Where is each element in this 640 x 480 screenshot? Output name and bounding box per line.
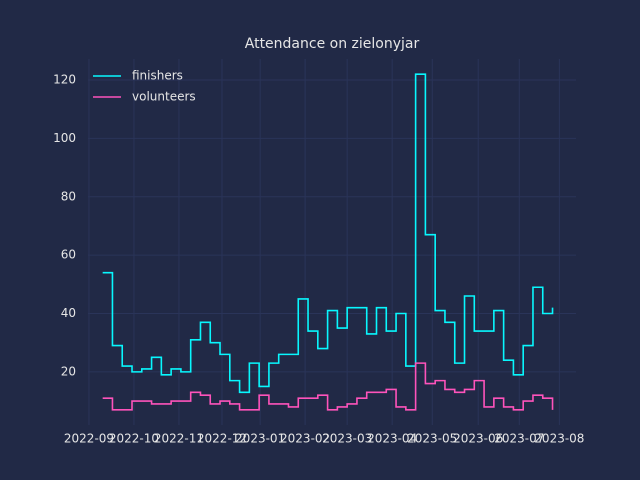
x-tick-label: 2023-04 <box>367 432 417 446</box>
y-tick-label: 120 <box>53 73 76 87</box>
x-tick-label: 2022-09 <box>64 432 114 446</box>
x-tick-label: 2023-06 <box>453 432 503 446</box>
y-tick-label: 40 <box>61 306 76 320</box>
x-tick-label: 2022-12 <box>197 432 247 446</box>
x-tick-label: 2023-05 <box>407 432 457 446</box>
line <box>102 362 554 411</box>
x-tick-label: 2022-11 <box>154 432 204 446</box>
legend-label: volunteers <box>132 90 196 104</box>
legend-label: finishers <box>132 69 183 83</box>
x-tick-label: 2023-08 <box>534 432 584 446</box>
x-tick-label: 2023-07 <box>494 432 544 446</box>
y-tick-label: 100 <box>53 131 76 145</box>
y-tick-label: 80 <box>61 189 76 203</box>
x-tick-label: 2023-03 <box>322 432 372 446</box>
x-tick-label: 2023-02 <box>280 432 330 446</box>
chart-title: Attendance on zielonyjar <box>245 36 420 52</box>
x-tick-label: 2022-10 <box>109 432 159 446</box>
line <box>102 73 554 394</box>
y-tick-label: 20 <box>61 364 76 378</box>
y-tick-label: 60 <box>61 248 76 262</box>
x-tick-label: 2023-01 <box>235 432 285 446</box>
